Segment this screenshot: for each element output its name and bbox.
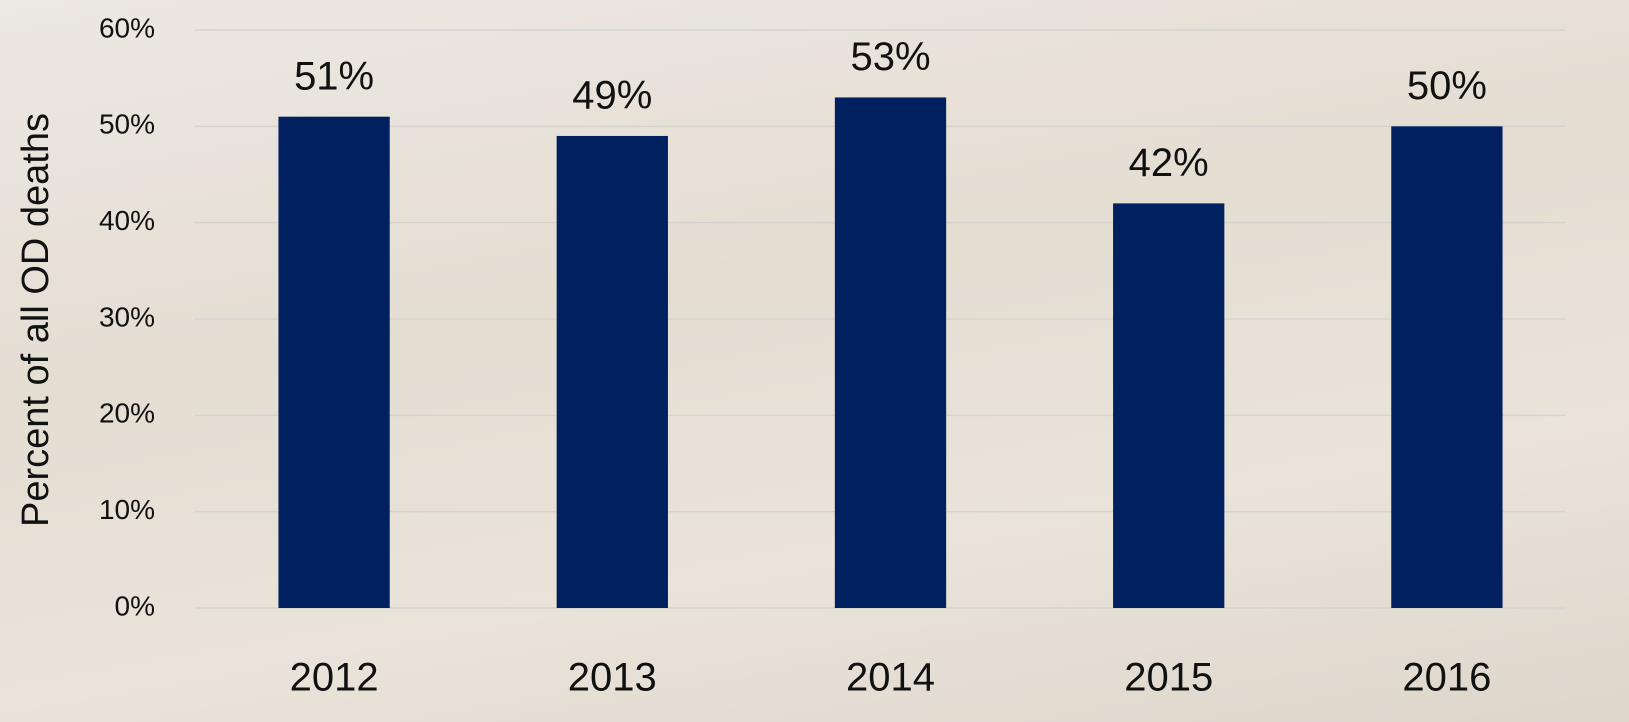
value-label: 51% xyxy=(294,54,374,98)
x-tick-label: 2013 xyxy=(568,656,657,700)
y-tick-label: 60% xyxy=(99,12,155,43)
y-tick-label: 10% xyxy=(99,494,155,525)
y-tick-label: 40% xyxy=(99,205,155,236)
bar xyxy=(278,116,390,608)
value-label: 49% xyxy=(572,74,652,118)
y-tick-label: 50% xyxy=(99,109,155,140)
y-tick-label: 30% xyxy=(99,301,155,332)
bar xyxy=(556,135,668,608)
x-tick-label: 2016 xyxy=(1402,656,1491,700)
value-label: 50% xyxy=(1407,64,1487,108)
bar xyxy=(834,97,947,608)
x-tick-label: 2015 xyxy=(1124,656,1213,700)
value-label: 42% xyxy=(1129,141,1209,185)
y-axis-label: Percent of all OD deaths xyxy=(15,113,57,527)
x-tick-label: 2014 xyxy=(846,656,935,700)
x-tick-label: 2012 xyxy=(290,656,379,700)
bar xyxy=(1113,203,1225,608)
y-tick-label: 20% xyxy=(99,398,155,429)
bar xyxy=(1391,126,1503,608)
y-tick-label: 0% xyxy=(115,590,155,621)
value-label: 53% xyxy=(850,35,930,79)
